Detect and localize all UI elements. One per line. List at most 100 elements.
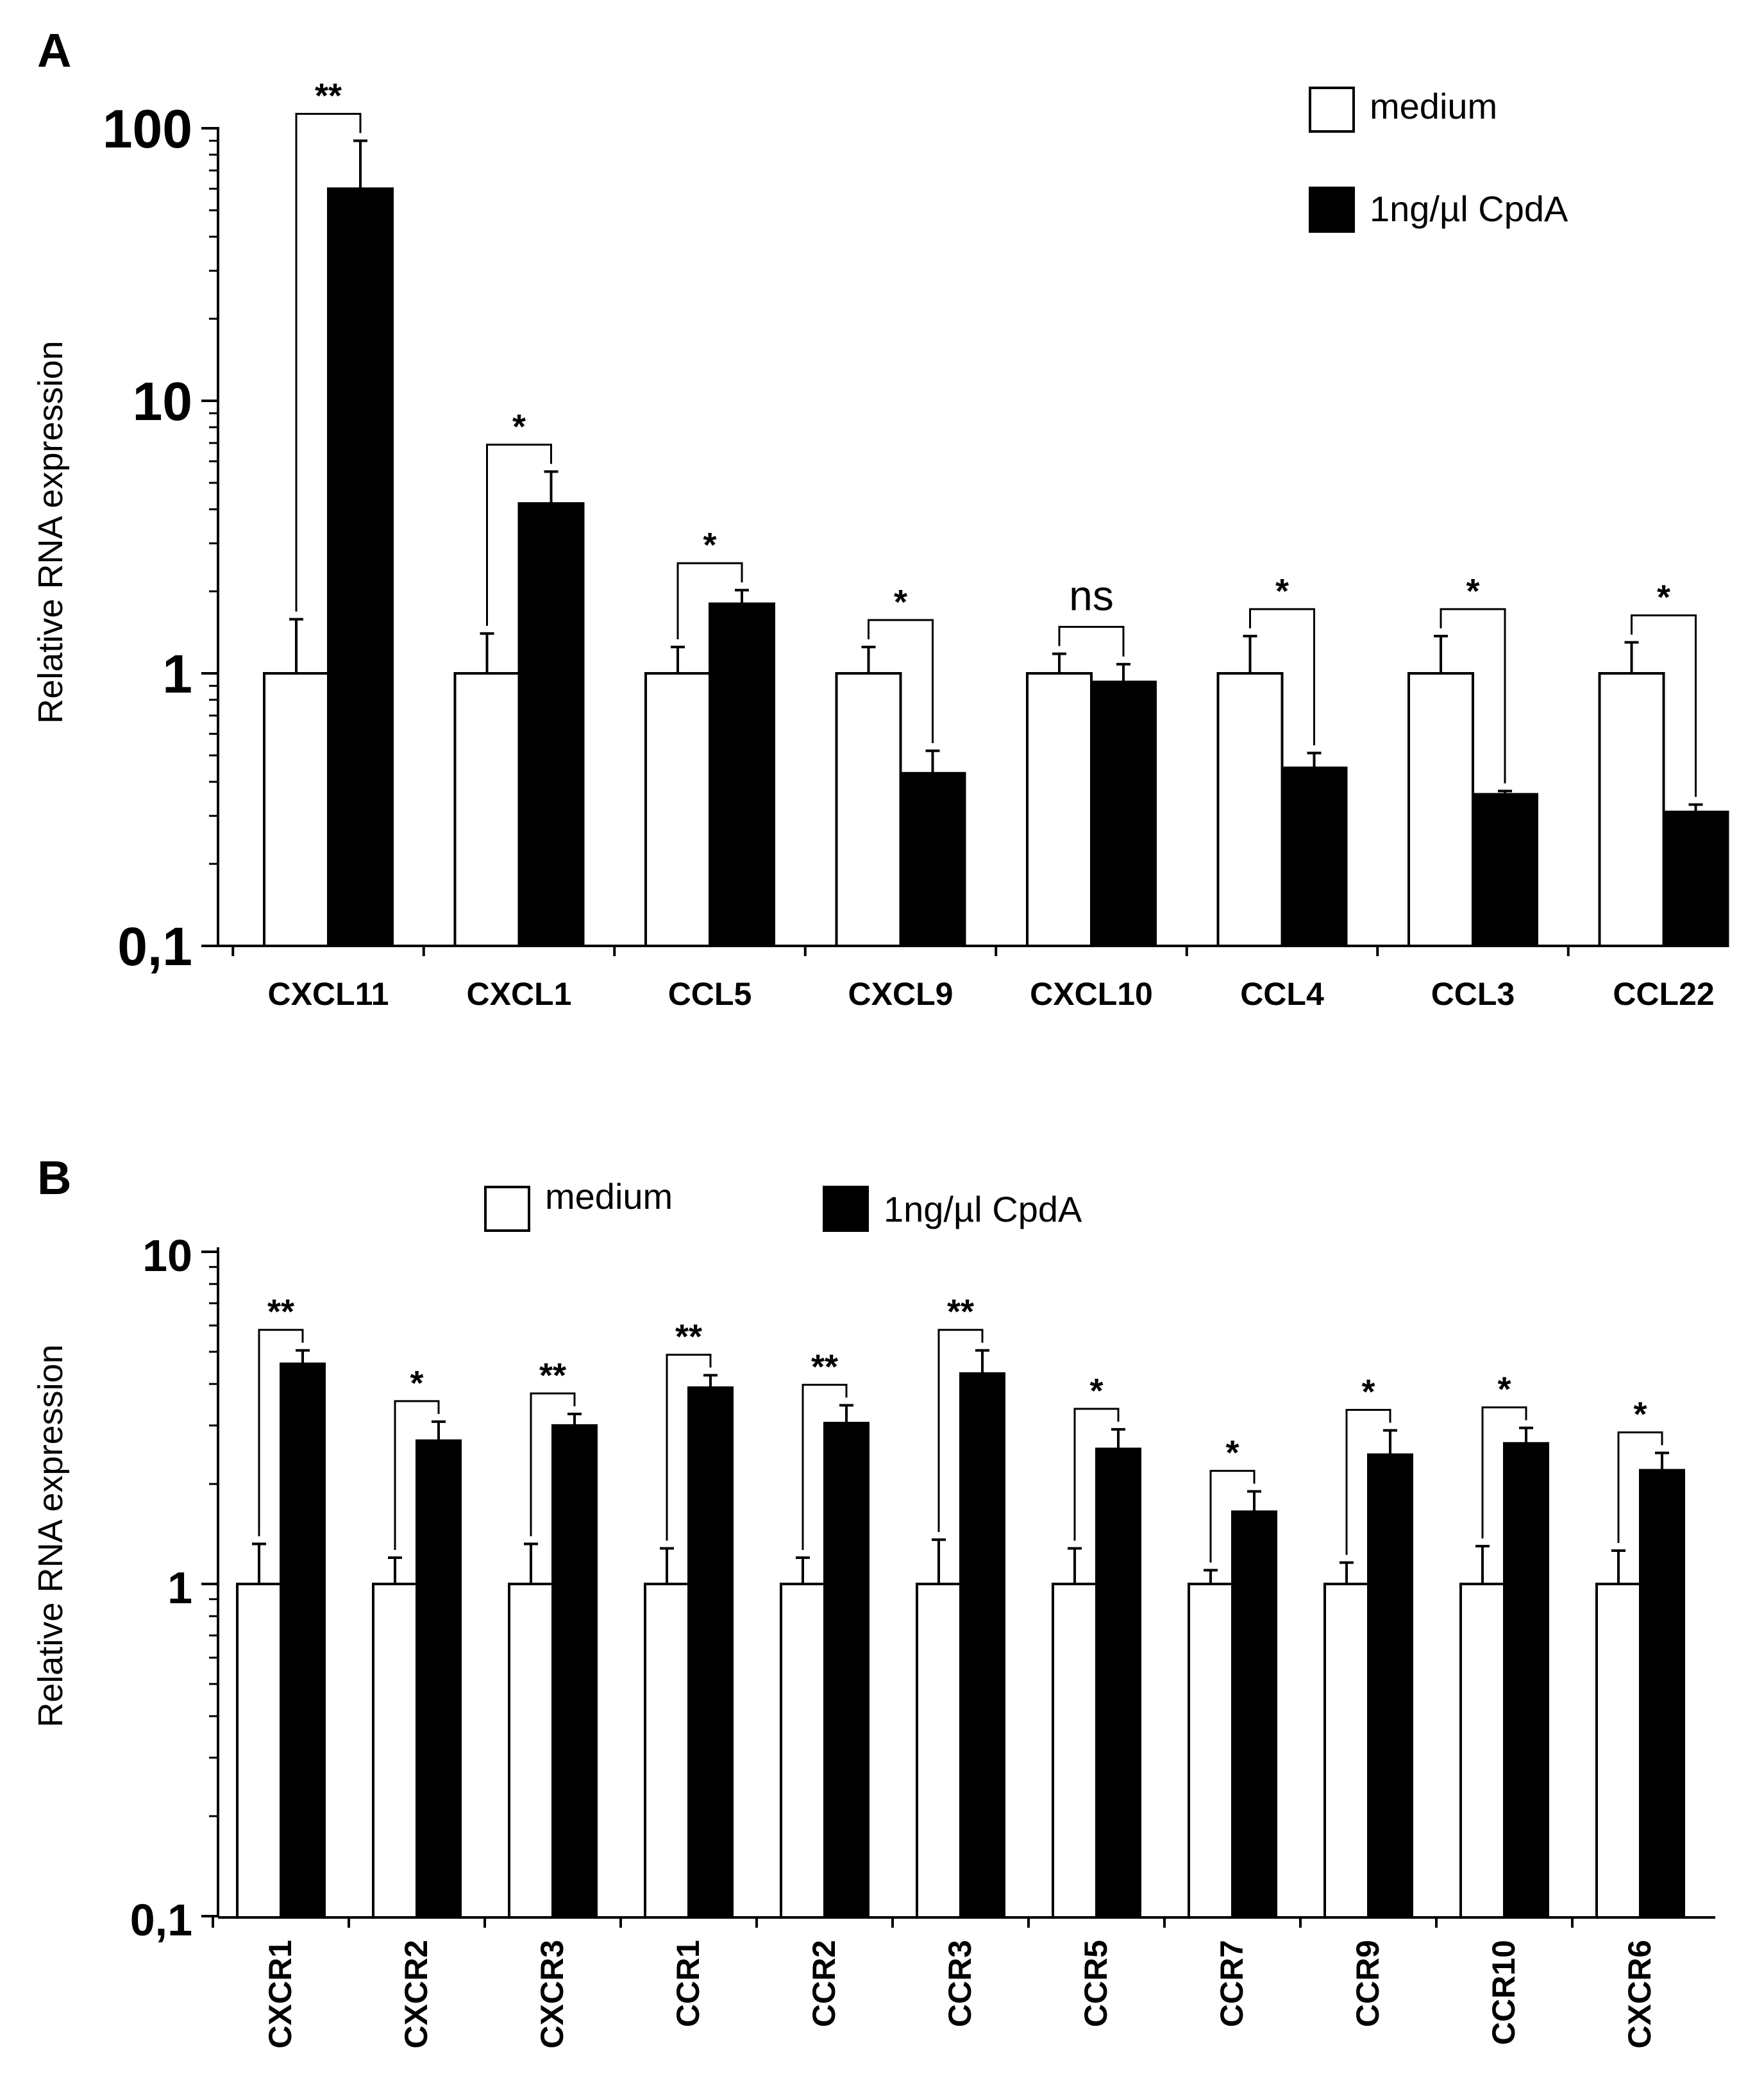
significance-label: ** bbox=[947, 1293, 974, 1331]
significance-label: * bbox=[1497, 1370, 1511, 1409]
panel-a-letter: A bbox=[37, 24, 71, 77]
significance-bracket bbox=[1345, 1408, 1391, 1555]
bar-medium-cxcr6 bbox=[1595, 1583, 1642, 1919]
x-tick-label: CXCL1 bbox=[467, 976, 572, 1012]
bar-cpda-cxcr1 bbox=[280, 1362, 326, 1919]
bar-medium-cxcr2 bbox=[372, 1583, 418, 1919]
bar-medium-cxcl9 bbox=[835, 672, 902, 947]
significance-label: ns bbox=[1069, 571, 1114, 619]
x-tick-label: CXCR3 bbox=[534, 1940, 570, 2048]
y-tick-label: 10 bbox=[142, 1231, 192, 1281]
panel-a-legend-medium-swatch bbox=[1309, 87, 1355, 133]
significance-label: ** bbox=[811, 1347, 838, 1386]
bar-cpda-cxcr2 bbox=[416, 1439, 462, 1919]
significance-bracket bbox=[258, 1329, 304, 1537]
y-tick-label: 0,1 bbox=[130, 1895, 192, 1945]
panel-a-legend-cpda-swatch bbox=[1309, 187, 1355, 233]
bar-medium-ccr2 bbox=[780, 1583, 826, 1919]
significance-label: ** bbox=[675, 1317, 702, 1356]
bar-cpda-ccr1 bbox=[687, 1386, 734, 1919]
significance-bracket bbox=[1209, 1470, 1256, 1563]
bar-cpda-cxcl1 bbox=[517, 502, 585, 947]
panel-b: B Relative RNA expression 0,1 1 10 CXCR1 CX… bbox=[31, 1151, 1715, 2048]
y-tick-label: 0,1 bbox=[117, 916, 192, 977]
panel-a-y-axis-label: Relative RNA expression bbox=[31, 341, 70, 723]
panel-b-legend-medium-swatch bbox=[484, 1186, 530, 1232]
bar-cpda-cxcl11 bbox=[327, 187, 394, 947]
panel-b-legend-cpda-swatch bbox=[823, 1186, 869, 1232]
x-tick-label: CCL5 bbox=[668, 976, 752, 1012]
bar-medium-ccr3 bbox=[916, 1583, 962, 1919]
significance-bracket bbox=[295, 112, 362, 612]
y-tick-label: 10 bbox=[133, 371, 192, 432]
bar-cpda-ccr9 bbox=[1367, 1453, 1413, 1919]
bar-medium-ccr9 bbox=[1323, 1583, 1370, 1919]
significance-bracket bbox=[1617, 1431, 1663, 1544]
bar-medium-ccl3 bbox=[1407, 672, 1474, 947]
significance-bracket bbox=[1073, 1408, 1120, 1541]
bar-cpda-cxcl10 bbox=[1090, 680, 1157, 948]
bar-medium-ccr5 bbox=[1052, 1583, 1098, 1919]
bar-cpda-ccl3 bbox=[1472, 793, 1538, 947]
panel-a-bars bbox=[263, 139, 1729, 948]
panel-a-significance: ***** ns * * * bbox=[295, 76, 1697, 797]
panel-b-letter: B bbox=[37, 1151, 71, 1204]
panel-a-legend-cpda-label: 1ng/µl CpdA bbox=[1370, 189, 1568, 229]
panel-b-y-axis-label: Relative RNA expression bbox=[31, 1344, 70, 1727]
significance-label: * bbox=[1657, 578, 1670, 617]
x-tick-label: CCR5 bbox=[1078, 1940, 1114, 2027]
bar-cpda-cxcl9 bbox=[899, 771, 966, 947]
significance-bracket bbox=[1631, 614, 1697, 797]
bar-cpda-cxcr6 bbox=[1639, 1469, 1685, 1919]
significance-bracket bbox=[530, 1392, 576, 1537]
bar-medium-ccr1 bbox=[644, 1583, 690, 1919]
x-tick-label: CXCR2 bbox=[398, 1940, 434, 2048]
x-tick-label: CCR7 bbox=[1214, 1940, 1250, 2027]
panel-a-y-ticks: 0,1 1 10 100 bbox=[103, 99, 218, 977]
panel-a-legend: medium 1ng/µl CpdA bbox=[1309, 86, 1568, 233]
significance-bracket bbox=[676, 562, 743, 639]
bar-cpda-ccr3 bbox=[959, 1372, 1005, 1919]
panel-b-y-ticks: 0,1 1 10 bbox=[130, 1231, 218, 1945]
significance-bracket bbox=[937, 1329, 984, 1532]
bar-medium-cxcl11 bbox=[263, 672, 330, 947]
y-tick-label: 1 bbox=[162, 644, 192, 704]
significance-label: * bbox=[512, 407, 526, 446]
bar-cpda-ccl22 bbox=[1662, 811, 1729, 947]
significance-bracket bbox=[394, 1400, 440, 1550]
x-tick-label: CXCR1 bbox=[262, 1940, 298, 2048]
bar-cpda-ccl5 bbox=[709, 602, 775, 947]
bar-medium-ccr10 bbox=[1459, 1583, 1506, 1919]
bar-medium-cxcr3 bbox=[508, 1583, 554, 1919]
bar-cpda-ccr5 bbox=[1095, 1447, 1141, 1919]
bar-medium-ccl4 bbox=[1216, 672, 1284, 947]
panel-b-legend: medium 1ng/µl CpdA bbox=[484, 1176, 1082, 1232]
x-tick-label: CCR9 bbox=[1350, 1940, 1386, 2027]
bar-cpda-ccr7 bbox=[1231, 1510, 1277, 1919]
bar-cpda-cxcr3 bbox=[551, 1424, 598, 1919]
significance-bracket bbox=[1249, 608, 1315, 746]
y-tick-label: 1 bbox=[167, 1563, 192, 1613]
significance-bracket bbox=[486, 443, 552, 626]
x-tick-label: CCR2 bbox=[806, 1940, 842, 2027]
significance-bracket bbox=[802, 1383, 848, 1550]
bar-cpda-ccr10 bbox=[1503, 1442, 1549, 1919]
panel-b-bars bbox=[236, 1349, 1685, 1919]
bar-medium-ccl22 bbox=[1598, 672, 1665, 947]
significance-label: ** bbox=[539, 1356, 566, 1395]
x-tick-label: CXCL10 bbox=[1030, 976, 1153, 1012]
bar-medium-cxcr1 bbox=[236, 1583, 282, 1919]
panel-b-significance: *** *********** ** bbox=[258, 1293, 1663, 1563]
bar-medium-cxcl10 bbox=[1026, 672, 1093, 947]
bar-medium-cxcl1 bbox=[453, 672, 521, 947]
x-tick-label: CCR1 bbox=[670, 1940, 706, 2027]
significance-label: * bbox=[1466, 572, 1479, 611]
x-tick-label: CCL22 bbox=[1613, 976, 1714, 1012]
x-tick-label: CXCL11 bbox=[268, 976, 389, 1012]
bar-medium-ccr7 bbox=[1188, 1583, 1234, 1919]
x-tick-label: CCR10 bbox=[1486, 1940, 1522, 2045]
significance-bracket bbox=[1440, 608, 1506, 784]
significance-label: ** bbox=[267, 1293, 294, 1331]
panel-b-x-ticks: CXCR1 CXCR2 CXCR3 CCR1 CCR2 CCR3 CCR5 CCR7 CCR9 C… bbox=[212, 1917, 1658, 2048]
